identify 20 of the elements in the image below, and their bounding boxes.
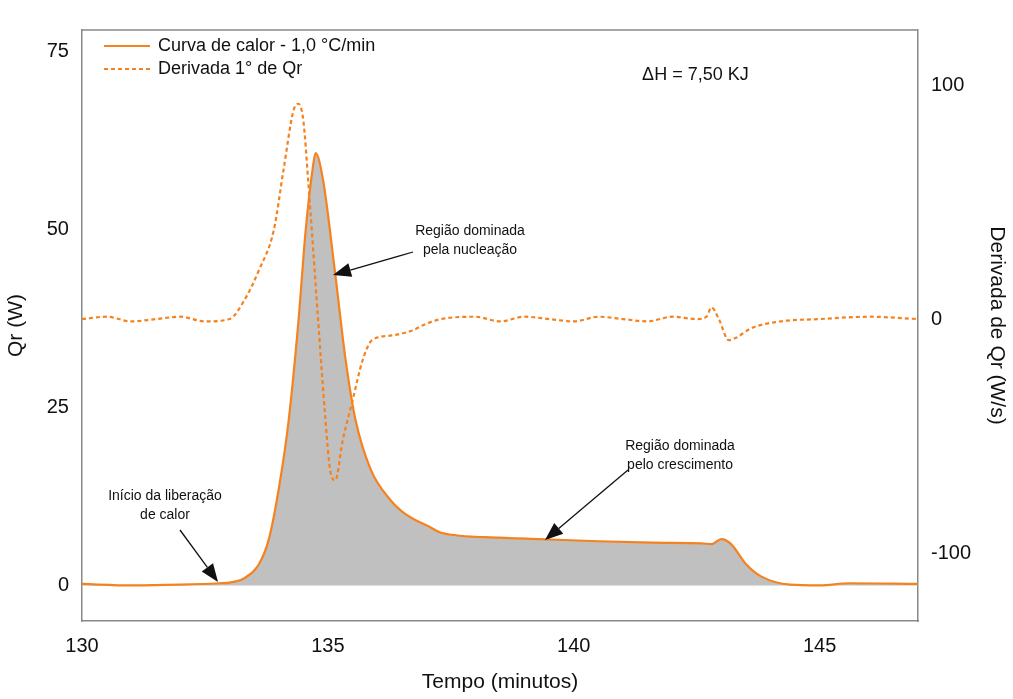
x-tick-label: 135 xyxy=(311,633,345,656)
annotation: Início da liberação de calor xyxy=(108,486,223,522)
annotation: Região dominada pelo crescimento xyxy=(625,436,736,472)
y2-tick-label: -100 xyxy=(931,540,972,563)
x-tick-label: 140 xyxy=(557,633,591,656)
x-axis-title: Tempo (minutos) xyxy=(421,669,579,693)
x-tick-label: 145 xyxy=(802,633,837,656)
x-tick-label: 130 xyxy=(65,633,99,656)
y2-tick-label: 0 xyxy=(931,306,943,329)
legend-label: Curva de calor - 1,0 °C/min xyxy=(158,34,376,55)
annotation: Região dominada pela nucleação xyxy=(415,221,526,257)
y2-tick-label: 100 xyxy=(931,72,965,95)
annotation: ΔH = 7,50 KJ xyxy=(642,63,749,84)
y-tick-label: 0 xyxy=(57,572,69,595)
y-axis-title: Qr (W) xyxy=(3,294,27,357)
y-tick-label: 25 xyxy=(46,394,69,417)
y-tick-label: 50 xyxy=(46,216,69,239)
y2-axis-title: Derivada de Qr (W/s) xyxy=(986,226,1010,425)
legend-label: Derivada 1° de Qr xyxy=(158,57,303,78)
y-tick-label: 75 xyxy=(46,38,69,61)
